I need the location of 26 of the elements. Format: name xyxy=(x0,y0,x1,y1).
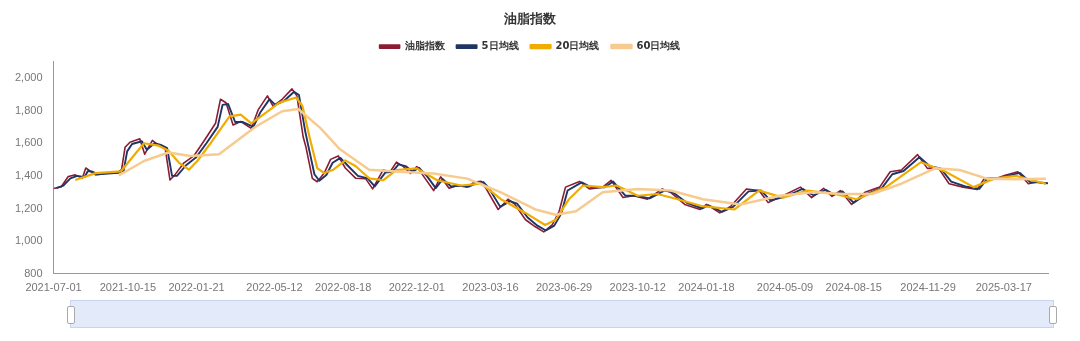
x-tick-label: 2023-06-29 xyxy=(535,281,593,294)
x-tick-label: 2023-03-16 xyxy=(462,281,519,294)
x-tick-label: 2024-11-29 xyxy=(900,281,956,294)
x-tick-label: 2025-03-17 xyxy=(975,281,1032,294)
y-tick-label: 2,000 xyxy=(15,70,43,83)
legend-label: 油脂指数 xyxy=(403,40,446,52)
x-tick-label: 2022-05-12 xyxy=(246,281,303,294)
x-tick-label: 2022-01-21 xyxy=(168,281,225,294)
x-tick-label: 2022-12-01 xyxy=(388,281,445,294)
x-tick-label: 2024-05-09 xyxy=(756,281,814,294)
x-tick-label: 2022-08-18 xyxy=(315,281,372,294)
x-tick-label: 2021-07-01 xyxy=(25,281,82,294)
x-tick-label: 2023-10-12 xyxy=(609,281,666,294)
x-tick-label: 2021-10-15 xyxy=(99,281,157,294)
y-tick-label: 1,000 xyxy=(15,234,43,247)
x-tick-label: 2024-01-18 xyxy=(678,281,735,294)
y-tick-label: 1,400 xyxy=(15,168,43,181)
legend-label: 60日均线 xyxy=(636,40,681,52)
y-tick-label: 1,800 xyxy=(15,103,43,116)
x-tick-label: 2024-08-15 xyxy=(825,281,882,294)
legend-label: 5日均线 xyxy=(481,40,519,52)
y-tick-label: 1,600 xyxy=(15,136,43,149)
legend-label: 20日均线 xyxy=(555,40,600,52)
chart-title: 油脂指数 xyxy=(503,11,557,27)
y-tick-label: 800 xyxy=(24,266,43,279)
y-tick-label: 1,200 xyxy=(15,201,43,214)
